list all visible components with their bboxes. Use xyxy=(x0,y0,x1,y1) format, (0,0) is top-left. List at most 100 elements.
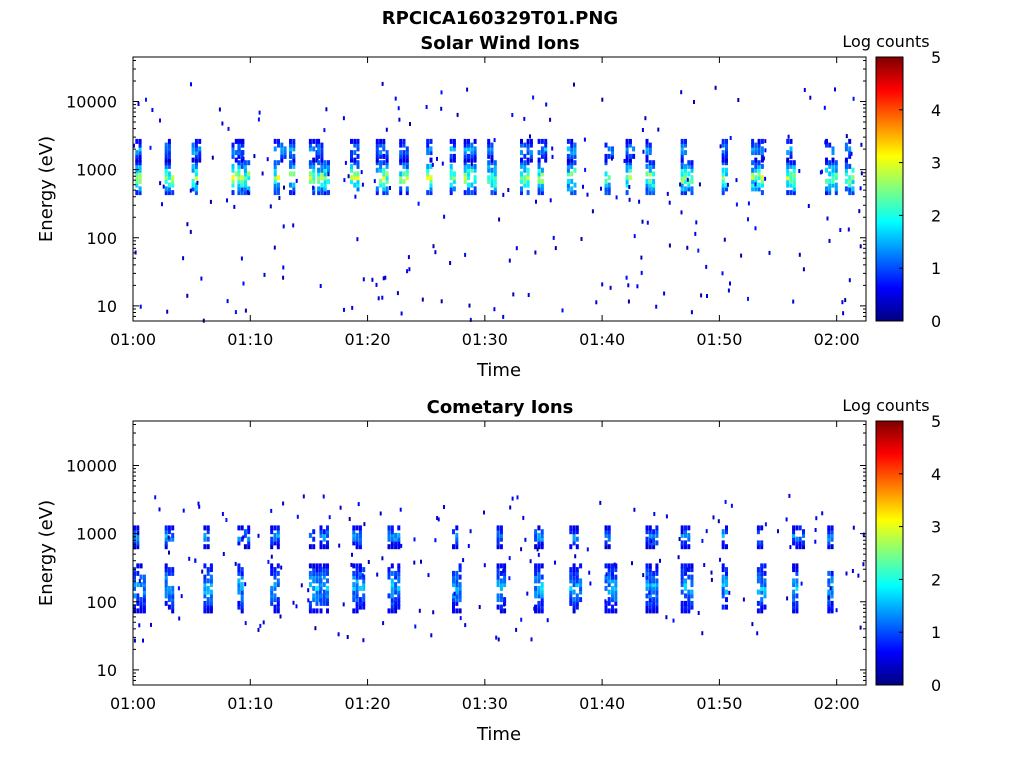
spectrogram-pixel xyxy=(648,142,652,148)
spectrogram-pixel xyxy=(503,602,506,607)
spectrogram-pixel xyxy=(575,597,579,603)
spectrogram-pixel xyxy=(534,536,538,542)
spectrogram-pixel xyxy=(243,186,247,192)
spectrogram-pixel xyxy=(569,574,573,580)
spectrogram-pixel xyxy=(375,282,378,287)
spectrogram-pixel xyxy=(198,146,202,152)
spectrogram-pixel xyxy=(312,574,316,580)
spectrogram-pixel xyxy=(231,146,235,152)
spectrogram-pixel xyxy=(394,574,398,580)
spectrogram-pixel xyxy=(360,170,363,175)
spectrogram-pixel xyxy=(273,585,277,591)
spectrogram-pixel xyxy=(848,138,852,144)
spectrogram-pixel xyxy=(317,167,321,173)
spectrogram-pixel xyxy=(730,503,733,508)
spectrogram-pixel xyxy=(240,157,244,163)
spectrogram-pixel xyxy=(757,138,761,144)
spectrogram-pixel xyxy=(243,175,247,181)
spectrogram-pixel xyxy=(399,153,403,159)
spectrogram-pixel xyxy=(394,608,398,614)
spectrogram-pixel xyxy=(848,190,852,196)
spectrogram-pixel xyxy=(645,142,649,148)
spectrogram-pixel xyxy=(648,532,652,538)
spectrogram-pixel xyxy=(362,567,366,573)
spectrogram-pixel xyxy=(354,194,357,199)
spectrogram-pixel xyxy=(280,142,284,148)
spectrogram-pixel xyxy=(680,578,684,584)
spectrogram-pixel xyxy=(270,597,274,603)
spectrogram-pixel xyxy=(591,209,594,214)
spectrogram-pixel xyxy=(615,195,618,200)
spectrogram-pixel xyxy=(614,600,618,606)
spectrogram-pixel xyxy=(641,219,644,224)
spectrogram-pixel xyxy=(319,529,323,535)
spectrogram-pixel xyxy=(276,532,280,538)
spectrogram-pixel xyxy=(463,190,467,196)
spectrogram-pixel xyxy=(498,217,501,222)
spectrogram-pixel xyxy=(763,570,767,576)
spectrogram-pixel xyxy=(648,570,652,576)
spectrogram-pixel xyxy=(167,604,171,610)
spectrogram-pixel xyxy=(342,116,345,121)
spectrogram-pixel xyxy=(575,536,579,542)
spectrogram-pixel xyxy=(570,160,574,166)
spectrogram-pixel xyxy=(356,160,360,166)
spectrogram-pixel xyxy=(237,525,241,531)
spectrogram-pixel xyxy=(358,570,362,576)
spectrogram-pixel xyxy=(317,142,321,148)
colorbar-gradient xyxy=(875,56,904,322)
spectrogram-pixel xyxy=(381,295,384,300)
spectrogram-pixel xyxy=(569,597,573,603)
spectrogram-pixel xyxy=(159,181,162,186)
spectrogram-pixel xyxy=(452,157,456,163)
spectrogram-pixel xyxy=(690,582,694,588)
spectrogram-pixel xyxy=(292,146,296,152)
spectrogram-pixel xyxy=(455,544,459,550)
spectrogram-pixel xyxy=(452,582,455,588)
spectrogram-pixel xyxy=(327,163,330,169)
spectrogram-pixel xyxy=(690,178,694,184)
spectrogram-pixel xyxy=(463,163,467,169)
spectrogram-pixel xyxy=(570,142,574,148)
spectrogram-pixel xyxy=(721,271,724,276)
spectrogram-pixel xyxy=(827,532,831,538)
spectrogram-pixel xyxy=(789,182,793,188)
spectrogram-pixel xyxy=(690,190,694,196)
spectrogram-pixel xyxy=(834,182,838,188)
spectrogram-pixel xyxy=(645,567,649,573)
spectrogram-pixel xyxy=(319,593,323,599)
spectrogram-pixel xyxy=(390,532,394,538)
spectrogram-pixel xyxy=(237,167,241,173)
spectrogram-pixel xyxy=(487,160,491,166)
spectrogram-pixel xyxy=(273,138,277,144)
spectrogram-pixel xyxy=(203,600,207,606)
spectrogram-pixel xyxy=(798,540,802,546)
spectrogram-pixel xyxy=(138,171,142,177)
spectrogram-pixel xyxy=(396,291,399,296)
colorbar-tick-label: 2 xyxy=(931,206,941,225)
spectrogram-pixel xyxy=(382,621,385,626)
spectrogram-pixel xyxy=(221,512,224,516)
spectrogram-pixel xyxy=(196,180,199,185)
spectrogram-pixel xyxy=(326,585,329,591)
spectrogram-pixel xyxy=(362,638,365,643)
spectrogram-pixel xyxy=(455,582,459,588)
spectrogram-pixel xyxy=(614,582,618,588)
axes-solar-wind: 01:00 01:10 01:20 01:30 01:40 01:50 02:0010100… xyxy=(66,57,866,349)
spectrogram-pixel xyxy=(323,190,327,196)
spectrogram-pixel xyxy=(320,182,324,188)
spectrogram-pixel xyxy=(499,593,503,599)
spectrogram-pixel xyxy=(387,567,391,573)
x-tick-label: 02:00 xyxy=(814,330,860,349)
spectrogram-pixel xyxy=(136,525,140,531)
spectrogram-pixel xyxy=(764,148,767,153)
spectrogram-pixel xyxy=(142,582,146,588)
spectrogram-pixel xyxy=(830,608,834,614)
spectrogram-pixel xyxy=(721,153,724,158)
spectrogram-pixel xyxy=(540,540,544,546)
spectrogram-pixel xyxy=(751,622,754,627)
spectrogram-pixel xyxy=(760,540,764,546)
spectrogram-pixel xyxy=(627,283,630,288)
spectrogram-pixel xyxy=(499,597,503,603)
spectrogram-pixel xyxy=(628,160,632,166)
